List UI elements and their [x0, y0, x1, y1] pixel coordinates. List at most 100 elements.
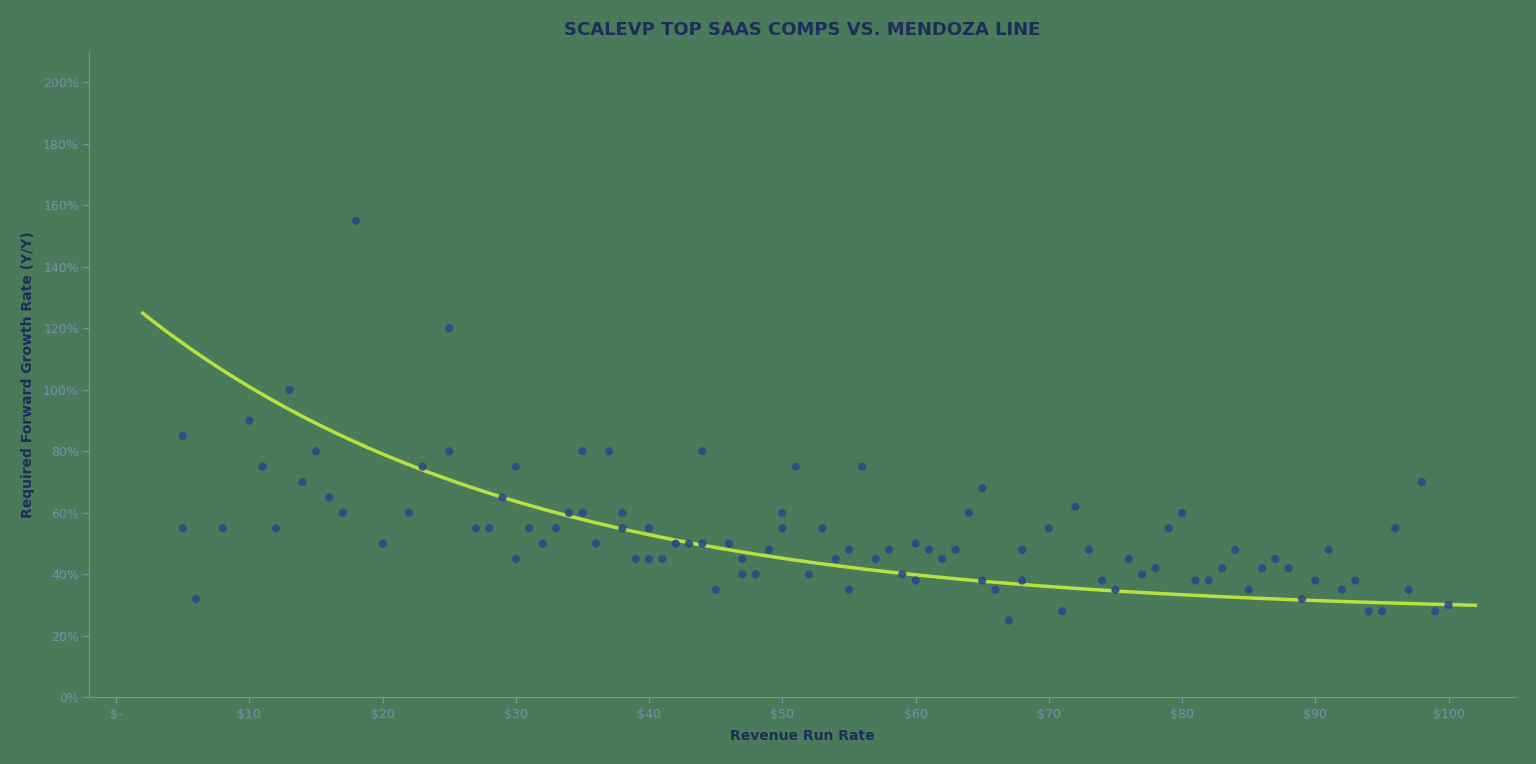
Point	[1009, 575, 1034, 587]
Point	[1236, 584, 1261, 596]
Point	[1303, 575, 1327, 587]
Point	[957, 507, 982, 519]
Point	[544, 522, 568, 534]
Point	[809, 522, 834, 534]
Point	[1436, 599, 1461, 611]
Point	[690, 538, 714, 550]
Point	[917, 544, 942, 556]
Point	[237, 415, 261, 427]
Point	[837, 584, 862, 596]
Point	[903, 575, 928, 587]
Point	[837, 544, 862, 556]
Point	[610, 522, 634, 534]
Point	[1183, 575, 1207, 587]
Point	[210, 522, 235, 534]
Point	[170, 430, 195, 442]
Point	[304, 445, 329, 458]
Point	[530, 538, 554, 550]
Point	[1356, 605, 1381, 617]
Point	[743, 568, 768, 581]
Point	[903, 538, 928, 550]
Point	[1263, 553, 1287, 565]
Point	[637, 553, 662, 565]
Point	[1422, 605, 1447, 617]
Point	[929, 553, 954, 565]
Point	[1410, 476, 1435, 488]
Point	[757, 544, 782, 556]
Point	[823, 553, 848, 565]
Point	[264, 522, 289, 534]
Point	[1223, 544, 1247, 556]
Point	[1130, 568, 1155, 581]
Point	[1091, 575, 1115, 587]
Point	[730, 568, 754, 581]
Point	[624, 553, 648, 565]
Point	[490, 491, 515, 503]
Point	[1316, 544, 1341, 556]
Point	[410, 461, 435, 473]
Point	[877, 544, 902, 556]
Point	[558, 507, 582, 519]
Point	[570, 507, 594, 519]
Point	[504, 553, 528, 565]
Point	[1370, 605, 1395, 617]
Point	[1250, 562, 1275, 575]
Point	[1157, 522, 1181, 534]
Point	[969, 575, 994, 587]
Point	[1117, 553, 1141, 565]
Point	[1143, 562, 1167, 575]
Point	[316, 491, 341, 503]
Point	[863, 553, 888, 565]
Point	[1049, 605, 1074, 617]
Y-axis label: Required Forward Growth Rate (Y/Y): Required Forward Growth Rate (Y/Y)	[22, 231, 35, 518]
Point	[610, 507, 634, 519]
Point	[436, 445, 461, 458]
Point	[1037, 522, 1061, 534]
Point	[664, 538, 688, 550]
Point	[290, 476, 315, 488]
Point	[396, 507, 421, 519]
Point	[504, 461, 528, 473]
Point	[1197, 575, 1221, 587]
Point	[1276, 562, 1301, 575]
Point	[889, 568, 914, 581]
Point	[650, 553, 674, 565]
Point	[983, 584, 1008, 596]
Point	[943, 544, 968, 556]
Point	[849, 461, 874, 473]
Title: SCALEVP TOP SAAS COMPS VS. MENDOZA LINE: SCALEVP TOP SAAS COMPS VS. MENDOZA LINE	[564, 21, 1040, 39]
Point	[436, 322, 461, 335]
Point	[1077, 544, 1101, 556]
Point	[1063, 500, 1087, 513]
Point	[1290, 593, 1315, 605]
Point	[1396, 584, 1421, 596]
Point	[1170, 507, 1195, 519]
Point	[690, 445, 714, 458]
Point	[997, 614, 1021, 626]
Point	[476, 522, 501, 534]
X-axis label: Revenue Run Rate: Revenue Run Rate	[730, 729, 874, 743]
Point	[170, 522, 195, 534]
Point	[276, 384, 301, 396]
Point	[1330, 584, 1355, 596]
Point	[969, 482, 994, 494]
Point	[703, 584, 728, 596]
Point	[637, 522, 662, 534]
Point	[1210, 562, 1235, 575]
Point	[344, 215, 369, 227]
Point	[717, 538, 742, 550]
Point	[570, 445, 594, 458]
Point	[1342, 575, 1367, 587]
Point	[598, 445, 622, 458]
Point	[464, 522, 488, 534]
Point	[184, 593, 209, 605]
Point	[1103, 584, 1127, 596]
Point	[518, 522, 542, 534]
Point	[783, 461, 808, 473]
Point	[770, 522, 794, 534]
Point	[370, 538, 395, 550]
Point	[330, 507, 355, 519]
Point	[730, 553, 754, 565]
Point	[1009, 544, 1034, 556]
Point	[1382, 522, 1407, 534]
